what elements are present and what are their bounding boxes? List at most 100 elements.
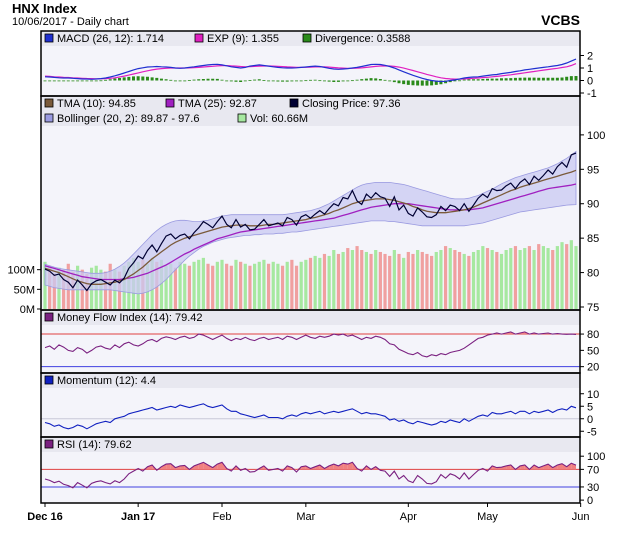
macd-ytick-label: 2 [587,51,593,63]
volume-bar [509,248,513,309]
macd-divergence-bar [551,77,555,81]
macd-divergence-bar [57,80,61,82]
volume-bar [280,265,285,309]
volume-bar [211,265,215,309]
volume-bar [192,261,196,309]
volume-bar [183,263,187,309]
macd-divergence-bar [257,79,261,81]
macd-divergence-bar [532,77,536,81]
macd-divergence-bar [201,79,205,81]
macd-divergence-bar [145,76,149,81]
volume-bar [448,248,452,309]
volume-bar [397,253,401,309]
macd-divergence-bar [178,80,182,82]
macd-divergence-bar [276,80,280,82]
volume-bar [360,250,364,309]
volume-bar [285,261,289,309]
price-legend-swatch-3 [44,113,54,123]
macd-divergence-bar [355,79,359,81]
volume-bar [248,265,252,309]
macd-line [44,58,577,83]
volume-bar [187,265,191,309]
volume-bar [541,246,545,309]
chart-source: VCBS [541,12,580,28]
mfi-legend-swatch-0 [44,312,54,322]
macd-divergence-bar [290,80,294,82]
macd-divergence-bar [527,77,531,81]
volume-bar [402,257,406,309]
volume-bar [453,250,457,309]
volume-bar [173,267,178,309]
volume-bar [495,251,499,309]
mfi-ytick-label: 20 [587,362,599,374]
volume-bar [378,251,382,309]
macd-divergence-bar [555,77,559,81]
macd-divergence-bar [85,80,89,82]
macd-divergence-bar [364,78,368,81]
volume-bar [499,253,504,309]
rsi-overbought-fill [343,463,348,470]
macd-ytick-label: 1 [587,63,593,75]
volume-bar [257,261,261,309]
macd-divergence-bar [439,80,443,85]
macd-divergence-bar [197,79,201,81]
volume-bar [532,250,536,309]
macd-divergence-bar [104,79,108,81]
macd-divergence-bar [239,80,243,82]
volume-bar [271,261,275,309]
macd-divergence-bar [127,76,131,81]
macd-divergence-bar [164,79,168,81]
macd-divergence-bar [434,80,438,85]
volume-bar [481,246,485,309]
volume-bar [350,250,355,309]
volume-bar [71,271,75,309]
tma25-line [44,183,577,281]
macd-legend-swatch-2 [302,33,312,43]
volume-bar [341,251,345,309]
momentum-ytick-label: 5 [587,401,593,413]
x-tick-label: Feb [213,511,232,523]
x-tick-label: Dec 16 [27,511,62,523]
volume-bar [392,250,396,309]
macd-divergence-bar [113,78,117,81]
price-ytick-label: 100 [587,130,605,142]
macd-divergence-bar [48,80,52,82]
volume-bar [523,248,527,309]
rsi-overbought-fill [161,464,167,470]
macd-divergence-bar [271,80,275,82]
macd-divergence-bar [420,80,424,86]
volume-ytick-label: 50M [14,284,35,296]
macd-divergence-bar [411,80,415,86]
price-legend-bg [41,96,580,126]
rsi-overbought-fill [566,463,572,470]
volume-bar [476,250,480,309]
volume-bar [253,263,257,309]
x-tick-label: Jun [572,511,590,523]
macd-divergence-bar [118,78,122,81]
closing-price-line [44,152,577,292]
macd-divergence-bar [76,80,80,82]
volume-bar [243,263,247,309]
macd-divergence-bar [472,79,476,81]
volume-bar [471,251,476,309]
volume-bar [52,273,56,309]
rsi-line [44,461,577,489]
volume-bar [383,253,387,309]
macd-divergence-bar [332,80,336,82]
macd-divergence-bar [313,79,317,81]
macd-divergence-bar [565,76,569,81]
rsi-ytick-label: 30 [587,482,599,494]
macd-divergence-bar [183,80,187,82]
volume-bar [518,250,522,309]
volume-bar [164,265,168,309]
volume-bar [215,261,219,309]
volume-bar [201,257,205,309]
macd-divergence-bar [486,78,489,81]
macd-legend-label-2: Divergence: 0.3588 [315,33,410,45]
macd-divergence-bar [378,79,382,81]
macd-divergence-bar [322,80,326,82]
macd-ytick-label: 0 [587,76,593,88]
rsi-legend-bg [41,437,580,452]
rsi-ytick-label: 0 [587,495,593,507]
macd-divergence-bar [248,80,252,81]
